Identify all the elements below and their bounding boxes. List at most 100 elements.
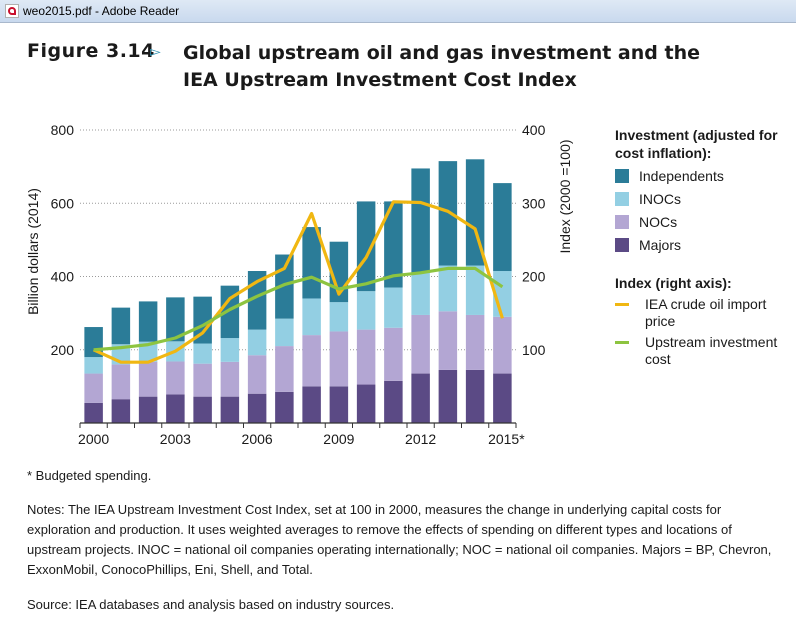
bar-segment-nocs — [356, 329, 376, 385]
bar-segment-independents — [384, 201, 403, 288]
bar-segment-inocs — [220, 338, 240, 362]
bar-segment-independents — [111, 307, 131, 345]
legend-line-upstream-cost — [615, 341, 629, 344]
y-axis-title: Billion dollars (2014) — [25, 188, 41, 315]
legend-label-independents: Independents — [639, 168, 724, 184]
y2-axis-title: Index (2000 =100) — [557, 139, 573, 253]
y-tick-label-right: 300 — [522, 195, 546, 211]
legend-line-crude-price — [615, 303, 629, 306]
bar-segment-nocs — [220, 361, 240, 397]
bar-segment-inocs — [411, 272, 430, 315]
bar-segment-nocs — [193, 363, 212, 397]
bar-segment-nocs — [411, 314, 430, 374]
footnote: * Budgeted spending. — [27, 468, 152, 483]
bar-segment-majors — [356, 384, 376, 423]
bar-segment-majors — [247, 393, 267, 423]
bar-segment-nocs — [384, 327, 403, 381]
legend-label-upstream-cost: Upstream investment cost — [645, 334, 778, 367]
bar-segment-majors — [84, 402, 103, 423]
y-tick-label-right: 400 — [522, 122, 546, 138]
bar-segment-inocs — [384, 287, 403, 328]
bar-segment-majors — [275, 391, 294, 423]
legend-swatch-independents — [615, 169, 629, 183]
bar-segment-inocs — [356, 291, 376, 330]
legend-swatch-nocs — [615, 215, 629, 229]
bar-segment-majors — [166, 394, 185, 423]
legend-label-crude-price: IEA crude oil import price — [645, 296, 767, 329]
bar-segment-inocs — [302, 298, 321, 336]
bar-segment-majors — [384, 380, 403, 423]
investment-chart: 2000 2003 2006 2009 2012 2015* 200 400 600 800 100… — [25, 122, 573, 447]
x-tick-label: 2015* — [488, 431, 525, 447]
y-tick-label-left: 600 — [51, 195, 75, 211]
line-iea-crude-oil-import-price — [92, 200, 504, 364]
legend-item-majors: Majors — [615, 237, 790, 254]
bar-segment-majors — [220, 396, 240, 423]
legend-swatch-inocs — [615, 192, 629, 206]
bar-segment-independents — [302, 227, 321, 299]
legend-investment-header: Investment (adjusted for cost inflation)… — [615, 127, 778, 161]
index-lines — [92, 200, 504, 364]
bar-segment-nocs — [138, 361, 158, 397]
window-titlebar: weo2015.pdf - Adobe Reader — [0, 0, 796, 23]
source-line: Source: IEA databases and analysis based… — [27, 597, 395, 612]
legend-swatch-majors — [615, 238, 629, 252]
bar-segment-nocs — [465, 314, 485, 370]
y-tick-label-right: 200 — [522, 269, 546, 285]
bar-segment-nocs — [302, 335, 321, 387]
bar-segment-inocs — [84, 357, 103, 374]
axes: 2000 2003 2006 2009 2012 2015* 200 400 600 800 100… — [25, 122, 573, 447]
bar-segment-nocs — [275, 346, 294, 392]
legend-label-inocs: INOCs — [639, 191, 681, 207]
bar-segment-inocs — [247, 329, 267, 356]
bar-segment-majors — [193, 396, 212, 423]
bar-segment-inocs — [138, 341, 158, 362]
figure-label: Figure 3.14 — [27, 40, 155, 62]
line-upstream-investment-cost — [93, 266, 504, 352]
bar-stacks — [84, 159, 512, 423]
bar-segment-inocs — [193, 343, 212, 364]
triangle-arrow-icon: ▻ — [150, 43, 161, 59]
bar-segment-independents — [356, 201, 376, 292]
x-tick-label: 2003 — [160, 431, 191, 447]
bar-segment-nocs — [111, 364, 131, 400]
legend-label-majors: Majors — [639, 237, 682, 253]
bar-segment-majors — [465, 369, 485, 423]
legend-item-nocs: NOCs — [615, 214, 790, 231]
legend-item-independents: Independents — [615, 168, 790, 185]
bar-segment-majors — [111, 399, 131, 423]
bar-segment-inocs — [275, 318, 294, 347]
legend-item-inocs: INOCs — [615, 191, 790, 208]
y-tick-label-left: 800 — [51, 122, 75, 138]
legend-item-crude-price: IEA crude oil import price — [615, 296, 790, 330]
bar-segment-nocs — [329, 331, 349, 387]
bar-segment-nocs — [493, 316, 512, 374]
window-title: weo2015.pdf - Adobe Reader — [23, 4, 180, 18]
x-tick-label: 2000 — [78, 431, 109, 447]
bar-segment-nocs — [247, 355, 267, 394]
legend-item-upstream-cost: Upstream investment cost — [615, 334, 790, 368]
bar-segment-inocs — [465, 265, 485, 315]
bar-segment-independents — [193, 296, 212, 344]
bar-segment-independents — [438, 161, 458, 266]
bar-segment-inocs — [329, 302, 349, 332]
bar-segment-majors — [438, 369, 458, 423]
legend-label-nocs: NOCs — [639, 214, 678, 230]
figure-title: Global upstream oil and gas investment a… — [183, 42, 700, 91]
bar-segment-nocs — [84, 373, 103, 403]
bar-segment-independents — [166, 297, 185, 342]
bar-segment-independents — [493, 183, 512, 272]
bar-segment-inocs — [438, 265, 458, 312]
bar-segment-majors — [411, 373, 430, 423]
x-tick-label: 2009 — [323, 431, 354, 447]
x-tick-label: 2006 — [242, 431, 273, 447]
y-tick-label-left: 200 — [51, 342, 75, 358]
bar-segment-independents — [411, 168, 430, 273]
legend-index-header: Index (right axis): — [615, 275, 732, 291]
bar-segment-nocs — [438, 311, 458, 370]
pdf-file-icon — [5, 4, 19, 18]
bar-segment-nocs — [166, 361, 185, 395]
bar-segment-independents — [220, 285, 240, 339]
y-tick-label-right: 100 — [522, 342, 546, 358]
bar-segment-independents — [138, 301, 158, 342]
